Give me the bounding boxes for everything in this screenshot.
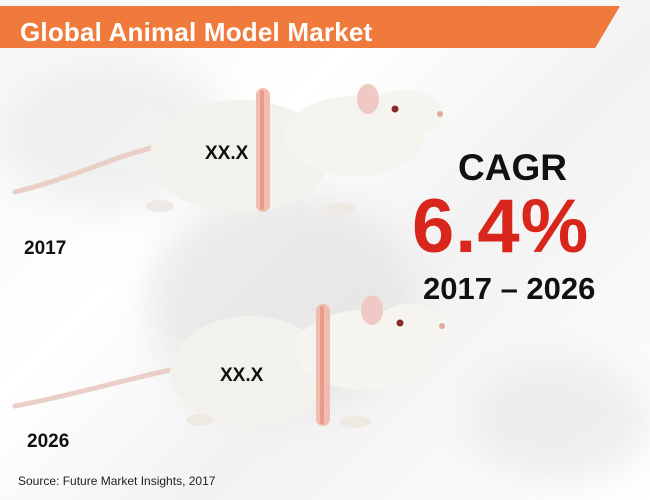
value-label-2017: XX.X <box>205 143 249 164</box>
title-banner: Global Animal Model Market <box>0 6 620 48</box>
background-shape-right <box>470 360 650 480</box>
year-label-2017: 2017 <box>24 238 67 259</box>
cagr-value: 6.4% <box>412 184 590 269</box>
source-note: Source: Future Market Insights, 2017 <box>18 474 216 488</box>
value-label-2026: XX.X <box>220 365 264 386</box>
cagr-label: CAGR <box>458 147 567 188</box>
cagr-period: 2017 – 2026 <box>423 271 596 306</box>
year-label-2026: 2026 <box>27 431 70 452</box>
rat-illustration-top <box>10 84 450 229</box>
rat-illustration-bottom <box>10 296 450 441</box>
page-title: Global Animal Model Market <box>20 17 373 47</box>
